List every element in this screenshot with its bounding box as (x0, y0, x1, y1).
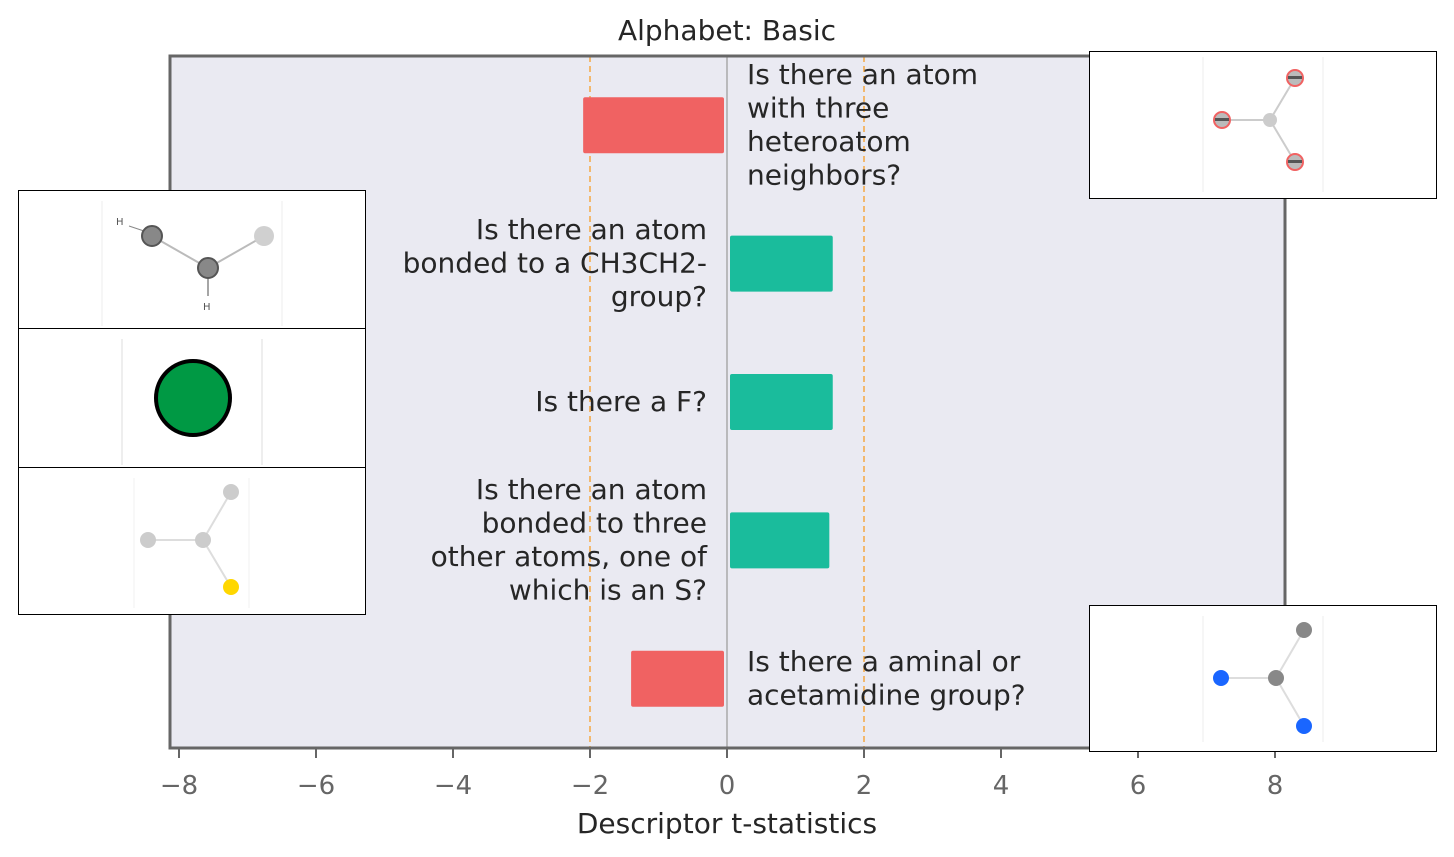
thumbnail-three-heteroatom-neighbors (1089, 51, 1437, 199)
x-tick-label: −4 (434, 771, 472, 801)
hydrogen-label: H (203, 302, 211, 313)
carbon-atom-icon (1296, 622, 1312, 638)
bar-label: Is there a F? (535, 385, 707, 418)
bar-label-line: Is there an atom (476, 213, 707, 246)
molecule-image (1202, 57, 1324, 192)
bar (730, 374, 833, 430)
x-tick-label: −6 (297, 771, 335, 801)
carbon-atom-icon (141, 225, 163, 247)
sulfur-atom-icon (223, 579, 239, 595)
bar-label: Is there a aminal or acetamidine group? (747, 645, 1026, 712)
thumbnail-fluorine (18, 328, 366, 468)
bar-label-line: Is there an atom (747, 58, 978, 91)
bar-label-line: neighbors? (747, 158, 901, 191)
bar-label-line: with three (747, 91, 889, 124)
carbon-atom-icon (197, 257, 219, 279)
thumbnail-aminal-acetamidine (1089, 605, 1437, 752)
molecule-image (121, 339, 263, 465)
molecule-image: H H (101, 201, 283, 326)
atom-icon (195, 532, 211, 548)
atom-icon (223, 484, 239, 500)
x-tick-label: 2 (856, 771, 873, 801)
nitrogen-atom-icon (1296, 718, 1312, 734)
x-tick-label: 6 (1130, 771, 1147, 801)
bar-label: Is there an atom bonded to a CH3CH2-group… (403, 213, 707, 313)
bar-label-line: Is there a aminal or (747, 645, 1021, 678)
atom-icon (140, 532, 156, 548)
molecule-image (1202, 616, 1324, 742)
bar (631, 650, 724, 707)
bar-label-line: Is there an atom (476, 473, 707, 506)
x-tick-label: 4 (993, 771, 1010, 801)
carbon-atom-icon (1268, 670, 1284, 686)
fluorine-atom-icon (154, 359, 232, 437)
bar-label-line: group? (611, 280, 707, 313)
x-tick-label: 8 (1267, 771, 1284, 801)
atom-icon (254, 226, 274, 246)
bar-label-line: other atoms, one of (431, 540, 709, 573)
bar-label: Is there an atom bonded to three other ato… (431, 473, 709, 607)
bar-label: Is there an atom with three heteroatom neig… (747, 58, 978, 192)
bar-label-line: Is there a F? (535, 385, 707, 418)
bar-label-line: which is an S? (509, 574, 707, 607)
bar (583, 97, 724, 154)
molecule-image (133, 478, 250, 608)
thumbnail-sulfur-neighbor (18, 467, 366, 615)
nitrogen-atom-icon (1213, 670, 1229, 686)
bar (730, 512, 830, 569)
bar-label-line: heteroatom (747, 125, 911, 158)
x-tick-label: −2 (571, 771, 609, 801)
bar (730, 235, 833, 292)
x-tick-label: −8 (160, 771, 198, 801)
chart-title: Alphabet: Basic (618, 14, 836, 47)
carbon-atom-icon (1263, 113, 1277, 127)
x-axis-label: Descriptor t-statistics (577, 807, 877, 840)
bar-label-line: bonded to three (482, 507, 707, 540)
bar-label-line: acetamidine group? (747, 679, 1026, 712)
bar-label-line: bonded to a CH3CH2- (403, 247, 707, 280)
x-tick-label: 0 (719, 771, 736, 801)
hydrogen-label: H (116, 217, 124, 228)
thumbnail-ethyl-group: H H (18, 190, 366, 329)
